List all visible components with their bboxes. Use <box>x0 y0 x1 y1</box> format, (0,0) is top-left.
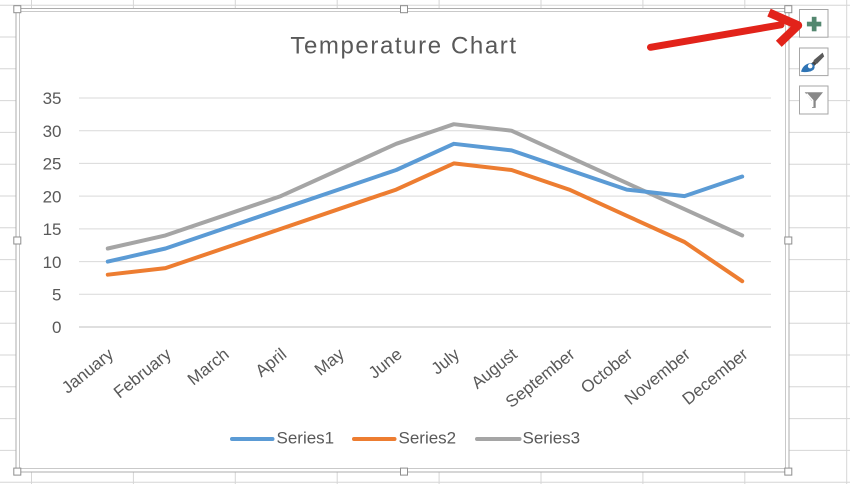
svg-text:Series1: Series1 <box>277 429 335 448</box>
svg-text:15: 15 <box>43 220 62 239</box>
svg-text:20: 20 <box>43 187 62 206</box>
svg-text:10: 10 <box>43 253 62 272</box>
svg-text:Temperature Chart: Temperature Chart <box>290 33 517 60</box>
svg-text:30: 30 <box>43 122 62 141</box>
svg-text:35: 35 <box>43 89 62 108</box>
svg-text:25: 25 <box>43 155 62 174</box>
svg-text:Series3: Series3 <box>523 429 581 448</box>
svg-text:Series2: Series2 <box>399 429 457 448</box>
svg-text:0: 0 <box>52 318 61 337</box>
svg-text:5: 5 <box>52 286 61 305</box>
